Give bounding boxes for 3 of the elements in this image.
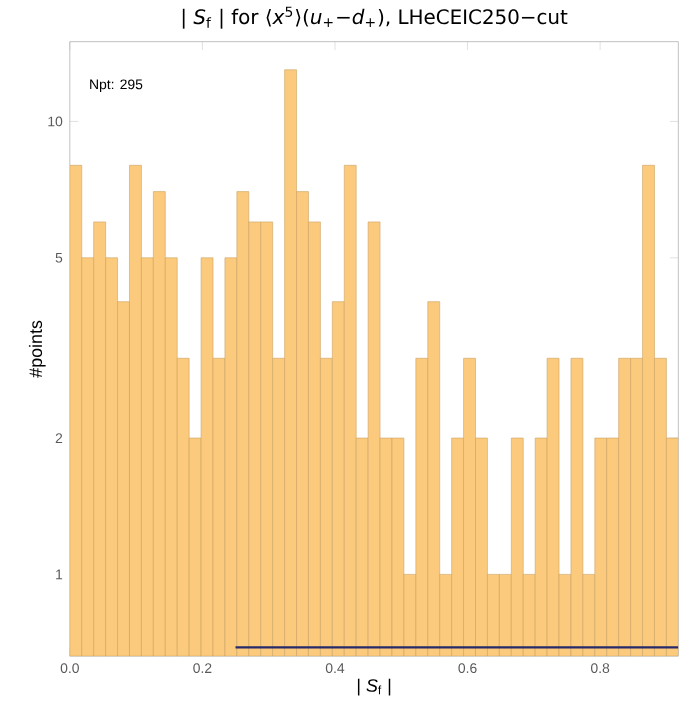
y-axis-title: #points (28, 320, 46, 378)
x-axis-title: | S$_{f}$ | (357, 678, 391, 696)
chart-title: | S$_{f}$ | for ⟨x$^{5}$⟩(u$_{+}$−d$_{+}$), LHeCEIC250−cut (182, 6, 568, 29)
